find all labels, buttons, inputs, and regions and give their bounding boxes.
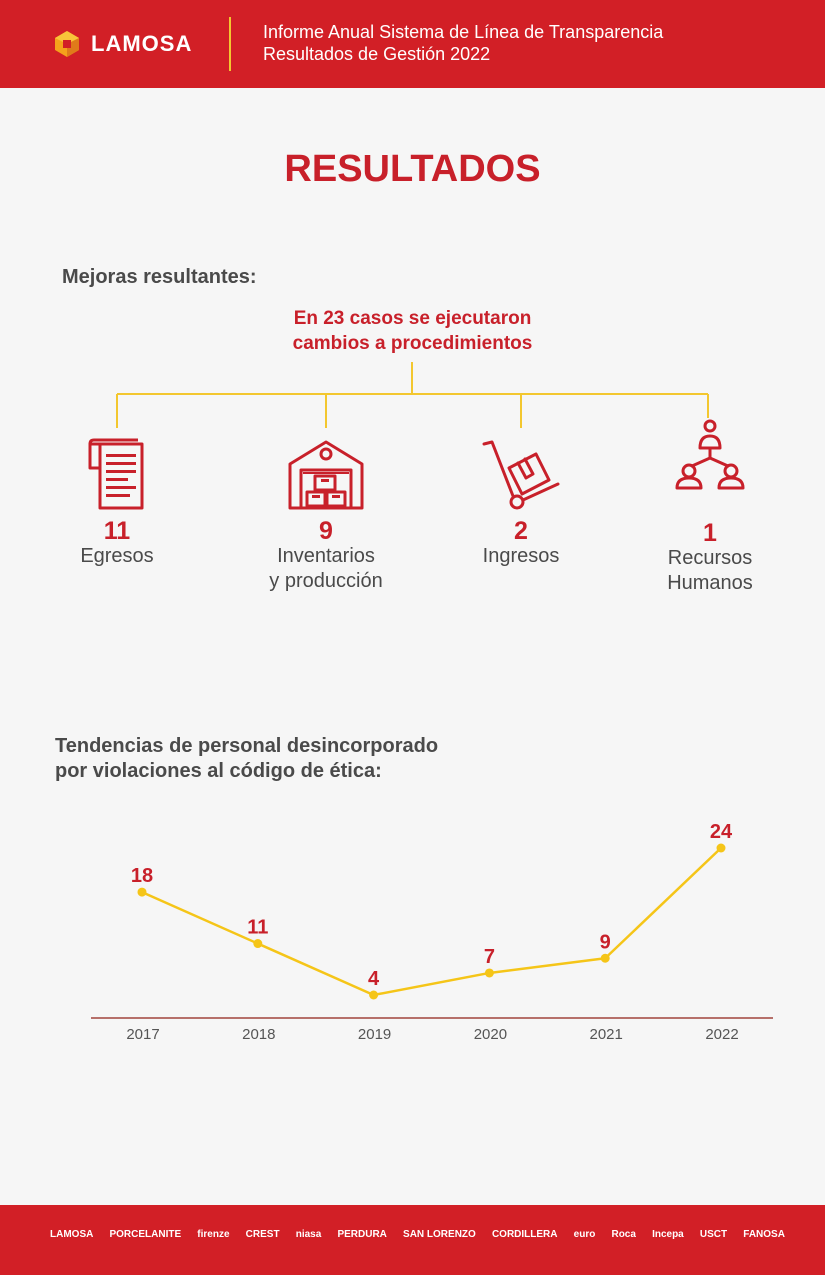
receipt-icon	[88, 438, 144, 510]
page-title: RESULTADOS	[284, 148, 541, 190]
footer-logo: LAMOSA	[50, 1229, 94, 1240]
x-tick-label: 2021	[590, 1026, 623, 1043]
hand-truck-icon	[482, 440, 560, 510]
data-point	[716, 843, 726, 853]
category-label-line2: Humanos	[667, 572, 753, 594]
data-point	[253, 939, 263, 949]
header-title-line1: Informe Anual Sistema de Línea de Transp…	[263, 22, 664, 42]
brand-name: LAMOSA	[91, 31, 193, 56]
category-count: 2	[514, 517, 528, 545]
x-tick-label: 2020	[474, 1026, 507, 1043]
summary-line1: En 23 casos se ejecutaron	[293, 308, 532, 329]
category-label-line2: y producción	[269, 570, 383, 592]
series-line	[141, 847, 722, 997]
footer-logo: CORDILLERA	[491, 1229, 558, 1240]
lamosa-logo-icon	[55, 31, 79, 57]
data-label: 18	[131, 865, 153, 887]
warehouse-icon	[288, 440, 364, 510]
improvements-summary: En 23 casos se ejecutaron cambios a proc…	[200, 306, 625, 356]
data-label: 7	[484, 946, 495, 968]
footer-logo: SAN LORENZO	[403, 1229, 476, 1240]
people-network-icon	[675, 419, 745, 490]
trend-line-chart: 18 2017 11 2018 4 2019 7 2020 9 2021 24 2022	[91, 821, 773, 1043]
footer-logo: CREST	[245, 1229, 280, 1240]
category-count: 9	[319, 517, 333, 545]
data-point	[137, 887, 147, 897]
footer-bar: LAMOSA PORCELANITE firenze CREST niasa PERDUR…	[0, 1205, 825, 1275]
summary-line2: cambios a procedimientos	[292, 333, 533, 354]
category-label-line1: Inventarios	[277, 545, 375, 567]
category-count: 1	[703, 519, 717, 547]
footer-logo: niasa	[295, 1229, 322, 1240]
category-label-line1: Recursos	[667, 547, 753, 569]
footer-logo: Incepa	[652, 1229, 684, 1240]
footer-logo: PERDURA	[337, 1229, 387, 1240]
x-tick-label: 2019	[358, 1026, 391, 1043]
footer-logo: euro	[573, 1229, 596, 1240]
footer-logo: Roca	[611, 1229, 636, 1240]
footer-logo: PORCELANITE	[109, 1229, 182, 1240]
data-point	[369, 990, 379, 1000]
category-ingresos: 2 Ingresos	[441, 438, 601, 569]
category-tree-connector	[116, 362, 709, 428]
category-inventarios: 9 Inventarios y producción	[246, 438, 406, 594]
improvements-label: Mejoras resultantes:	[62, 266, 257, 288]
footer-logo: firenze	[197, 1229, 230, 1240]
trend-label-line1: Tendencias de personal desincorporado	[55, 735, 439, 757]
data-label: 11	[247, 917, 268, 939]
data-point	[600, 953, 610, 963]
category-count: 11	[103, 517, 131, 545]
category-recursos-humanos: 1 Recursos Humanos	[630, 418, 790, 596]
x-tick-label: 2017	[126, 1026, 159, 1043]
category-egresos: 11 Egresos	[37, 438, 197, 569]
trend-label: Tendencias de personal desincorporado po…	[55, 734, 438, 784]
header-bar: LAMOSA Informe Anual Sistema de Línea de…	[0, 0, 825, 88]
data-point	[484, 968, 494, 978]
brand: LAMOSA	[52, 28, 192, 60]
footer-logo: USCT	[699, 1229, 728, 1240]
category-label: Ingresos	[482, 545, 560, 567]
x-tick-label: 2018	[242, 1026, 275, 1043]
data-label: 24	[710, 821, 733, 843]
footer-brand-logos: LAMOSA PORCELANITE firenze CREST niasa PERDUR…	[50, 1229, 785, 1240]
category-label: Egresos	[80, 545, 154, 567]
header-title-line2: Resultados de Gestión 2022	[263, 44, 491, 64]
footer-logo: FANOSA	[743, 1229, 785, 1240]
trend-label-line2: por violaciones al código de ética:	[55, 760, 382, 782]
data-label: 4	[368, 968, 380, 990]
x-tick-label: 2022	[705, 1026, 738, 1043]
header-divider	[229, 17, 231, 71]
header-title: Informe Anual Sistema de Línea de Transp…	[263, 21, 663, 65]
data-label: 9	[600, 931, 611, 953]
